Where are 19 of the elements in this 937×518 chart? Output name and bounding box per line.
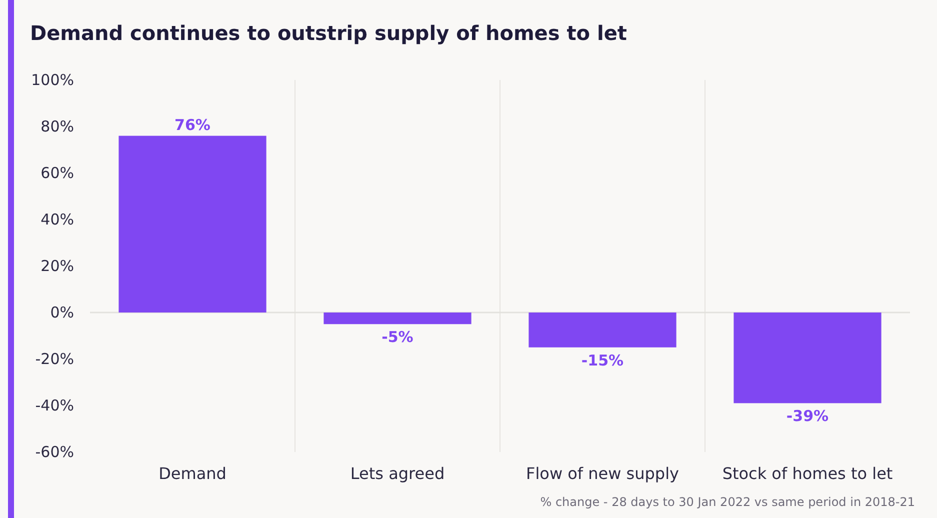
data-label: 76%: [174, 116, 210, 134]
y-tick-label: -60%: [35, 443, 74, 461]
data-label: -5%: [382, 328, 414, 346]
y-tick-label: 80%: [40, 118, 74, 136]
y-tick-label: 20%: [40, 257, 74, 275]
y-tick-label: 40%: [40, 210, 74, 228]
x-tick-label: Demand: [158, 464, 226, 483]
data-label: -15%: [581, 351, 624, 370]
text: % change - 28 days to 30 Jan 2022 vs same period in 2018-21: [540, 495, 915, 509]
x-tick-label: Lets agreed: [350, 464, 445, 483]
y-tick-label: 60%: [40, 164, 74, 182]
y-tick-label: -20%: [35, 350, 74, 368]
data-label: -39%: [786, 407, 829, 426]
y-tick-label: -40%: [35, 396, 74, 414]
chart-title: Demand continues to outstrip supply of homes to let: [30, 21, 628, 45]
y-tick-label: 100%: [31, 71, 74, 89]
x-tick-label: Stock of homes to let: [722, 464, 893, 483]
y-tick-label: 0%: [50, 304, 74, 322]
x-tick-label: Flow of new supply: [526, 464, 679, 483]
